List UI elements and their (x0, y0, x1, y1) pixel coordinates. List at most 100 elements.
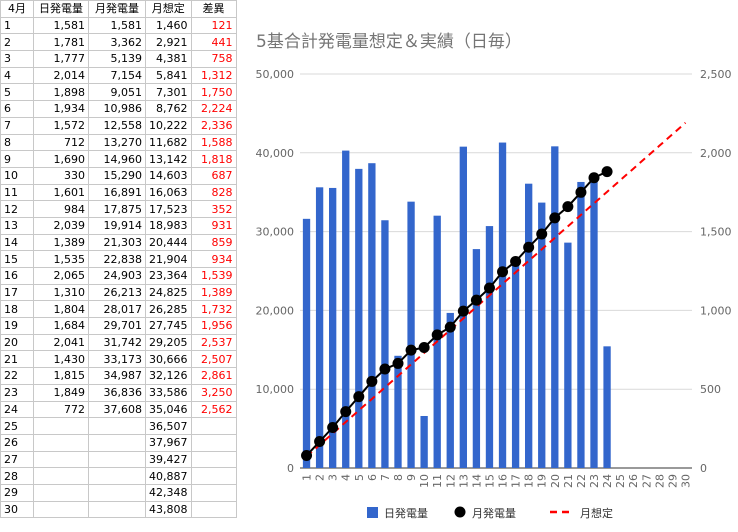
cell-day[interactable]: 23 (0, 383, 34, 402)
cell-monthly[interactable]: 33,173 (88, 350, 146, 369)
cell-monthly[interactable]: 1,581 (88, 16, 146, 35)
cell-forecast[interactable]: 23,364 (145, 267, 192, 285)
cell-day[interactable]: 29 (0, 483, 34, 502)
cell-monthly[interactable]: 15,290 (88, 166, 146, 185)
cell-daily[interactable]: 1,781 (33, 33, 89, 52)
cell-forecast[interactable]: 11,682 (145, 133, 192, 152)
cell-daily[interactable]: 1,389 (33, 233, 89, 252)
cell-daily[interactable]: 330 (33, 166, 89, 185)
cell-day[interactable]: 15 (0, 250, 34, 268)
cell-forecast[interactable]: 29,205 (145, 333, 192, 352)
cell-daily[interactable] (33, 467, 89, 485)
cell-daily[interactable] (33, 433, 89, 452)
cell-forecast[interactable]: 5,841 (145, 66, 192, 85)
cell-diff[interactable]: 1,818 (190, 150, 237, 168)
cell-monthly[interactable]: 28,017 (88, 300, 146, 319)
cell-forecast[interactable]: 7,301 (145, 83, 192, 102)
header-monthly-forecast[interactable]: 月想定 (145, 0, 192, 18)
cell-day[interactable]: 3 (0, 50, 34, 68)
cell-daily[interactable] (33, 483, 89, 502)
cell-day[interactable]: 30 (0, 500, 34, 519)
cell-diff[interactable] (190, 467, 237, 485)
cell-monthly[interactable]: 34,987 (88, 367, 146, 385)
cell-forecast[interactable]: 17,523 (145, 200, 192, 218)
cell-diff[interactable] (190, 450, 237, 469)
cell-day[interactable]: 13 (0, 216, 34, 235)
cell-monthly[interactable]: 22,838 (88, 250, 146, 268)
cell-monthly[interactable]: 5,139 (88, 50, 146, 68)
cell-diff[interactable]: 1,588 (190, 133, 237, 152)
cell-forecast[interactable]: 32,126 (145, 367, 192, 385)
cell-forecast[interactable]: 39,427 (145, 450, 192, 469)
cell-diff[interactable]: 2,224 (190, 100, 237, 118)
cell-forecast[interactable]: 1,460 (145, 16, 192, 35)
cell-daily[interactable]: 1,804 (33, 300, 89, 319)
cell-daily[interactable]: 712 (33, 133, 89, 152)
cell-day[interactable]: 5 (0, 83, 34, 102)
header-daily-generation[interactable]: 日発電量 (33, 0, 89, 18)
cell-monthly[interactable] (88, 450, 146, 469)
cell-forecast[interactable]: 10,222 (145, 116, 192, 135)
cell-daily[interactable]: 1,430 (33, 350, 89, 369)
cell-forecast[interactable]: 36,507 (145, 417, 192, 435)
cell-forecast[interactable]: 42,348 (145, 483, 192, 502)
cell-forecast[interactable]: 24,825 (145, 283, 192, 302)
cell-diff[interactable]: 121 (190, 16, 237, 35)
cell-daily[interactable]: 1,601 (33, 183, 89, 202)
cell-diff[interactable]: 931 (190, 216, 237, 235)
cell-monthly[interactable]: 10,986 (88, 100, 146, 118)
cell-daily[interactable]: 2,039 (33, 216, 89, 235)
cell-diff[interactable] (190, 433, 237, 452)
cell-diff[interactable]: 2,336 (190, 116, 237, 135)
cell-forecast[interactable]: 26,285 (145, 300, 192, 319)
cell-diff[interactable]: 828 (190, 183, 237, 202)
cell-monthly[interactable]: 12,558 (88, 116, 146, 135)
cell-diff[interactable] (190, 417, 237, 435)
cell-forecast[interactable]: 8,762 (145, 100, 192, 118)
cell-diff[interactable]: 2,562 (190, 400, 237, 419)
cell-monthly[interactable]: 24,903 (88, 267, 146, 285)
cell-daily[interactable]: 772 (33, 400, 89, 419)
cell-daily[interactable]: 1,581 (33, 16, 89, 35)
cell-forecast[interactable]: 16,063 (145, 183, 192, 202)
cell-daily[interactable]: 1,690 (33, 150, 89, 168)
cell-day[interactable]: 6 (0, 100, 34, 118)
cell-forecast[interactable]: 14,603 (145, 166, 192, 185)
cell-forecast[interactable]: 18,983 (145, 216, 192, 235)
cell-diff[interactable]: 1,312 (190, 66, 237, 85)
cell-diff[interactable]: 1,750 (190, 83, 237, 102)
cell-day[interactable]: 24 (0, 400, 34, 419)
cell-forecast[interactable]: 27,745 (145, 317, 192, 335)
cell-diff[interactable]: 934 (190, 250, 237, 268)
cell-forecast[interactable]: 37,967 (145, 433, 192, 452)
cell-diff[interactable]: 1,732 (190, 300, 237, 319)
cell-diff[interactable]: 687 (190, 166, 237, 185)
cell-day[interactable]: 11 (0, 183, 34, 202)
cell-daily[interactable]: 984 (33, 200, 89, 218)
cell-day[interactable]: 26 (0, 433, 34, 452)
cell-day[interactable]: 9 (0, 150, 34, 168)
cell-monthly[interactable] (88, 433, 146, 452)
cell-diff[interactable]: 758 (190, 50, 237, 68)
cell-daily[interactable]: 1,849 (33, 383, 89, 402)
cell-diff[interactable]: 2,861 (190, 367, 237, 385)
cell-daily[interactable]: 2,041 (33, 333, 89, 352)
cell-day[interactable]: 22 (0, 367, 34, 385)
cell-day[interactable]: 18 (0, 300, 34, 319)
cell-forecast[interactable]: 4,381 (145, 50, 192, 68)
cell-day[interactable]: 1 (0, 16, 34, 35)
cell-day[interactable]: 8 (0, 133, 34, 152)
cell-day[interactable]: 4 (0, 66, 34, 85)
header-difference[interactable]: 差異 (190, 0, 237, 18)
cell-daily[interactable] (33, 417, 89, 435)
cell-daily[interactable] (33, 500, 89, 519)
cell-diff[interactable]: 441 (190, 33, 237, 52)
cell-monthly[interactable]: 9,051 (88, 83, 146, 102)
cell-day[interactable]: 10 (0, 166, 34, 185)
cell-daily[interactable]: 1,777 (33, 50, 89, 68)
cell-monthly[interactable]: 3,362 (88, 33, 146, 52)
cell-daily[interactable]: 2,065 (33, 267, 89, 285)
cell-diff[interactable]: 1,539 (190, 267, 237, 285)
cell-monthly[interactable] (88, 467, 146, 485)
cell-diff[interactable]: 1,389 (190, 283, 237, 302)
